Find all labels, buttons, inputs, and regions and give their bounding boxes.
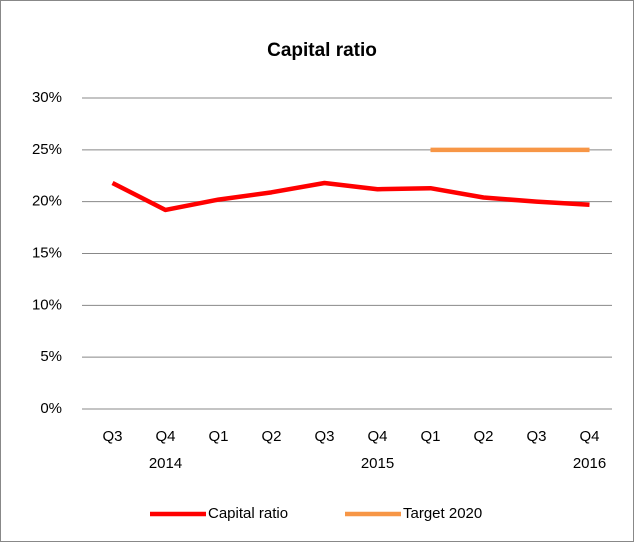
- y-tick-label: 30%: [32, 89, 62, 106]
- y-tick-label: 10%: [32, 296, 62, 313]
- legend-label: Target 2020: [403, 505, 482, 522]
- x-tick-label: Q3: [314, 428, 334, 445]
- x-tick-label: Q1: [208, 428, 228, 445]
- x-tick-label: Q2: [473, 428, 493, 445]
- y-tick-label: 15%: [32, 244, 62, 261]
- y-tick-label: 20%: [32, 193, 62, 210]
- y-tick-label: 25%: [32, 141, 62, 158]
- x-tick-label: Q2: [261, 428, 281, 445]
- x-group-label: 2016: [573, 455, 606, 472]
- y-tick-label: 0%: [40, 400, 62, 417]
- y-tick-label: 5%: [40, 348, 62, 365]
- x-tick-label: Q1: [420, 428, 440, 445]
- x-tick-label: Q3: [526, 428, 546, 445]
- x-tick-label: Q4: [579, 428, 599, 445]
- x-group-label: 2014: [149, 455, 182, 472]
- chart-title: Capital ratio: [267, 40, 377, 61]
- series-line: [111, 180, 590, 213]
- x-tick-label: Q4: [155, 428, 175, 445]
- x-tick-label: Q4: [367, 428, 387, 445]
- legend-label: Capital ratio: [208, 505, 288, 522]
- x-group-label: 2015: [361, 455, 394, 472]
- x-tick-label: Q3: [102, 428, 122, 445]
